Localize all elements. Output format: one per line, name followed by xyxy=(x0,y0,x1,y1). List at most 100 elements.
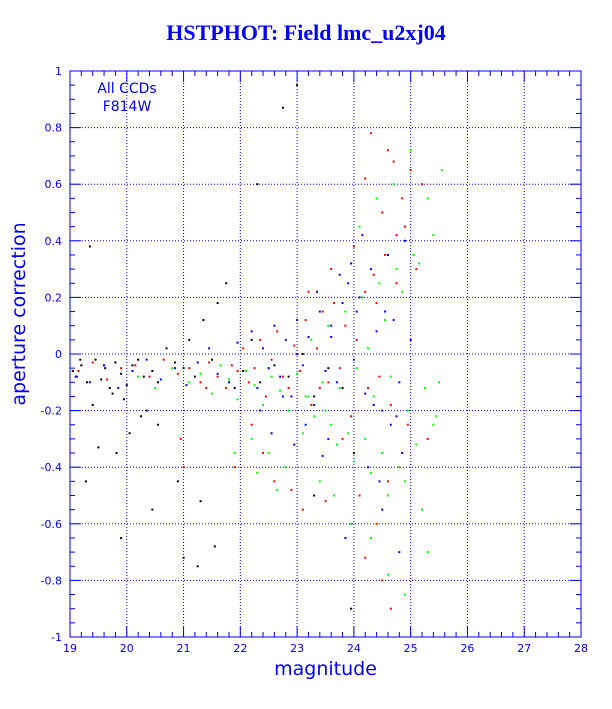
data-point xyxy=(307,336,310,339)
data-point xyxy=(131,369,134,372)
data-point xyxy=(409,169,412,172)
data-point xyxy=(120,372,123,375)
x-tick-label: 25 xyxy=(404,642,418,655)
data-point xyxy=(270,358,273,361)
data-point xyxy=(364,437,367,440)
data-point xyxy=(381,452,384,455)
data-point xyxy=(253,367,256,370)
data-point xyxy=(375,197,378,200)
data-point xyxy=(304,319,307,322)
data-point xyxy=(301,508,304,511)
data-point xyxy=(338,273,341,276)
data-point xyxy=(421,183,424,186)
y-tick-label: -0.4 xyxy=(41,461,62,474)
data-point xyxy=(273,480,276,483)
data-point xyxy=(296,372,299,375)
data-point xyxy=(142,375,145,378)
data-point xyxy=(333,302,336,305)
data-point xyxy=(125,384,128,387)
data-point xyxy=(159,378,162,381)
data-point xyxy=(378,375,381,378)
data-point xyxy=(395,415,398,418)
data-point xyxy=(367,347,370,350)
data-point xyxy=(185,384,188,387)
data-point xyxy=(341,386,344,389)
data-point xyxy=(347,282,350,285)
x-axis-label: magnitude xyxy=(274,658,377,680)
data-point xyxy=(378,282,381,285)
data-point xyxy=(352,452,355,455)
data-point xyxy=(115,452,118,455)
data-point xyxy=(406,409,409,412)
data-point xyxy=(350,262,353,265)
data-point xyxy=(435,415,438,418)
data-point xyxy=(358,225,361,228)
data-point xyxy=(267,452,270,455)
data-point xyxy=(259,381,262,384)
data-point xyxy=(364,290,367,293)
data-point xyxy=(347,432,350,435)
data-point xyxy=(301,432,304,435)
data-point xyxy=(307,290,310,293)
data-point xyxy=(233,386,236,389)
data-point xyxy=(412,253,415,256)
points-layer xyxy=(71,84,443,610)
data-point xyxy=(403,239,406,242)
data-point xyxy=(392,319,395,322)
data-point xyxy=(364,177,367,180)
data-point xyxy=(344,536,347,539)
data-point xyxy=(290,395,293,398)
data-point xyxy=(418,262,421,265)
data-point xyxy=(165,347,168,350)
data-point xyxy=(270,375,273,378)
data-point xyxy=(313,403,316,406)
data-point xyxy=(84,480,87,483)
data-point xyxy=(105,378,108,381)
data-point xyxy=(296,353,299,355)
data-point xyxy=(262,452,265,455)
data-point xyxy=(361,234,364,237)
data-point xyxy=(415,268,418,271)
data-point xyxy=(242,369,245,372)
data-point xyxy=(341,437,344,440)
data-point xyxy=(327,367,330,370)
data-point xyxy=(145,409,148,412)
data-point xyxy=(318,480,321,483)
data-point xyxy=(293,344,296,347)
data-point xyxy=(117,386,120,389)
data-point xyxy=(375,522,378,525)
data-point xyxy=(154,386,157,389)
data-point xyxy=(250,330,253,333)
data-point xyxy=(75,375,78,378)
x-tick-label: 22 xyxy=(233,642,247,655)
y-tick-label: 1 xyxy=(55,65,62,78)
data-point xyxy=(333,494,336,497)
data-point xyxy=(193,375,196,378)
data-point xyxy=(313,494,316,497)
data-point xyxy=(310,403,313,406)
data-point xyxy=(307,395,310,398)
data-point xyxy=(386,480,389,483)
data-point xyxy=(157,423,160,426)
data-point xyxy=(310,338,313,341)
data-point xyxy=(281,106,284,109)
data-point xyxy=(210,358,213,361)
data-point xyxy=(301,364,304,367)
data-point xyxy=(389,607,392,610)
data-point xyxy=(395,268,398,271)
data-point xyxy=(151,508,154,511)
data-point xyxy=(245,369,248,372)
labels-layer: 19 20 21 22 23 24 25 26 27 28 -1 -0.8 -0.6 -0.4 -0.2 0 0… xyxy=(41,65,588,655)
data-point xyxy=(122,398,125,401)
data-point xyxy=(426,197,429,200)
data-point xyxy=(276,330,279,333)
data-point xyxy=(111,392,114,395)
data-point xyxy=(128,432,131,435)
y-tick-label: -1 xyxy=(51,631,62,644)
data-point xyxy=(432,423,435,426)
data-point xyxy=(281,395,284,398)
data-point xyxy=(270,432,273,435)
ticks-layer xyxy=(69,70,582,638)
data-point xyxy=(91,403,94,406)
data-point xyxy=(426,551,429,554)
